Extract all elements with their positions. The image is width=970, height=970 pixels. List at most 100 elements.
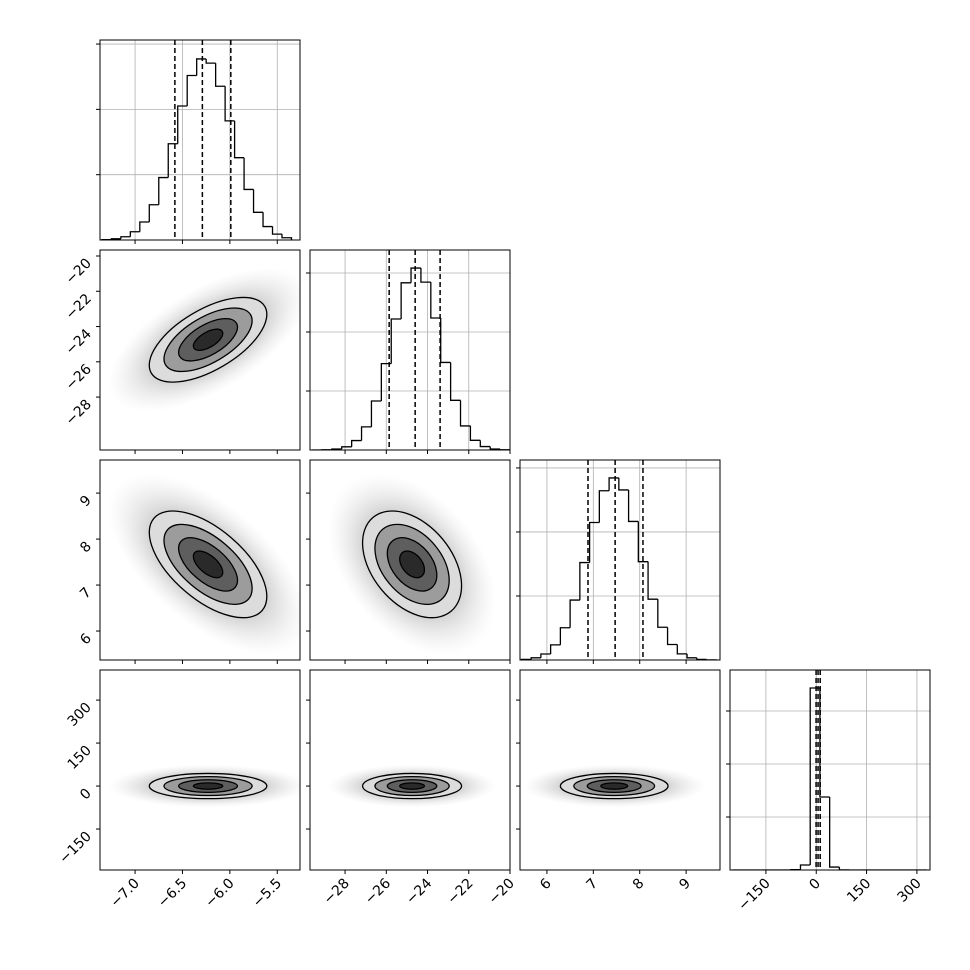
y-tick-label: −20 [63, 256, 95, 288]
hist-step [139, 221, 150, 232]
hist-step [657, 599, 668, 628]
x-tick-label: −5.5 [250, 876, 285, 911]
hist-step [430, 282, 441, 319]
panel [730, 670, 930, 870]
hist-step [120, 236, 131, 239]
y-tick-label: 150 [65, 743, 95, 773]
hist-step [459, 400, 471, 427]
hist-step [627, 489, 639, 523]
hist-step [440, 317, 451, 364]
hist-step [370, 400, 382, 427]
density-contour [600, 782, 629, 790]
hist-step [469, 425, 481, 441]
y-tick-label: −150 [56, 829, 95, 868]
hist-step [129, 231, 140, 237]
hist-step [666, 627, 678, 646]
hist-step [559, 627, 571, 645]
panel [520, 460, 720, 660]
hist-step [420, 268, 431, 283]
panel [522, 764, 706, 808]
hist-step [341, 446, 352, 450]
hist-step [252, 189, 264, 213]
hist-step [588, 521, 600, 563]
density-contour [192, 550, 224, 579]
hist-step [618, 477, 629, 491]
hist-step [819, 687, 830, 798]
hist-step [262, 212, 273, 228]
panel [100, 40, 300, 240]
hist-step [647, 561, 658, 600]
hist-step [540, 653, 551, 658]
panel [108, 267, 300, 412]
hist-step [214, 63, 226, 87]
panel-frame [99, 669, 301, 871]
hist-step [676, 644, 688, 655]
hist-step [380, 362, 392, 402]
x-tick-label: −6.0 [202, 876, 237, 911]
x-tick-label: −26 [362, 875, 394, 907]
x-tick-label: 7 [584, 876, 602, 894]
hist-step [829, 796, 840, 868]
hist-step [410, 267, 421, 283]
panel [108, 764, 300, 808]
hist-step [243, 157, 254, 191]
density-contour [192, 328, 224, 352]
hist-step [479, 440, 491, 448]
hist-step [449, 362, 461, 401]
y-tick-label: 0 [77, 786, 95, 804]
x-tick-label: −7.0 [108, 876, 143, 911]
x-tick-label: −28 [321, 876, 353, 908]
x-tick-label: 300 [895, 876, 925, 906]
x-tick-label: −20 [486, 876, 518, 908]
panel-frame [729, 669, 931, 871]
y-tick-label: −24 [63, 326, 95, 358]
panel-frame [99, 39, 301, 241]
hist-step [549, 644, 561, 654]
x-tick-label: −150 [735, 876, 774, 915]
x-tick-label: 0 [806, 876, 824, 894]
hist-step [360, 426, 372, 441]
x-tick-label: −6.5 [155, 876, 190, 911]
hist-step [148, 204, 159, 222]
panel-frame [99, 249, 301, 451]
panel-frame [519, 669, 721, 871]
hist-step [569, 599, 580, 628]
panel-frame [309, 459, 511, 661]
y-tick-label: −28 [63, 397, 95, 429]
hist-step [799, 864, 811, 870]
hist-step [608, 477, 619, 491]
y-tick-label: 7 [77, 585, 95, 603]
hist-step [186, 74, 197, 106]
hist-step [598, 490, 610, 523]
panel [327, 473, 497, 656]
density-contour [399, 550, 426, 579]
x-tick-label: 9 [676, 876, 694, 894]
y-tick-label: 8 [77, 539, 95, 557]
hist-step [271, 226, 282, 235]
x-tick-label: 6 [537, 875, 555, 893]
hist-step [686, 653, 697, 659]
y-tick-label: 6 [77, 630, 95, 648]
panel [327, 764, 497, 808]
panel [310, 250, 510, 450]
panel-frame [99, 459, 301, 661]
hist-step [205, 58, 216, 64]
panel-frame [519, 459, 721, 661]
hist-step [838, 867, 850, 870]
hist-step [579, 561, 590, 601]
x-tick-label: −22 [444, 876, 476, 908]
y-tick-label: −26 [63, 361, 95, 393]
panel-frame [309, 249, 511, 451]
hist-step [530, 657, 541, 660]
hist-step [390, 318, 402, 364]
hist-step [110, 238, 121, 240]
x-tick-label: −24 [403, 875, 435, 907]
hist-step [696, 657, 707, 660]
panel-frame [309, 669, 511, 871]
hist-step [350, 439, 362, 447]
hist-step [233, 120, 245, 159]
hist-step [489, 446, 501, 450]
density-contour [192, 782, 224, 790]
y-tick-label: 9 [77, 493, 95, 511]
